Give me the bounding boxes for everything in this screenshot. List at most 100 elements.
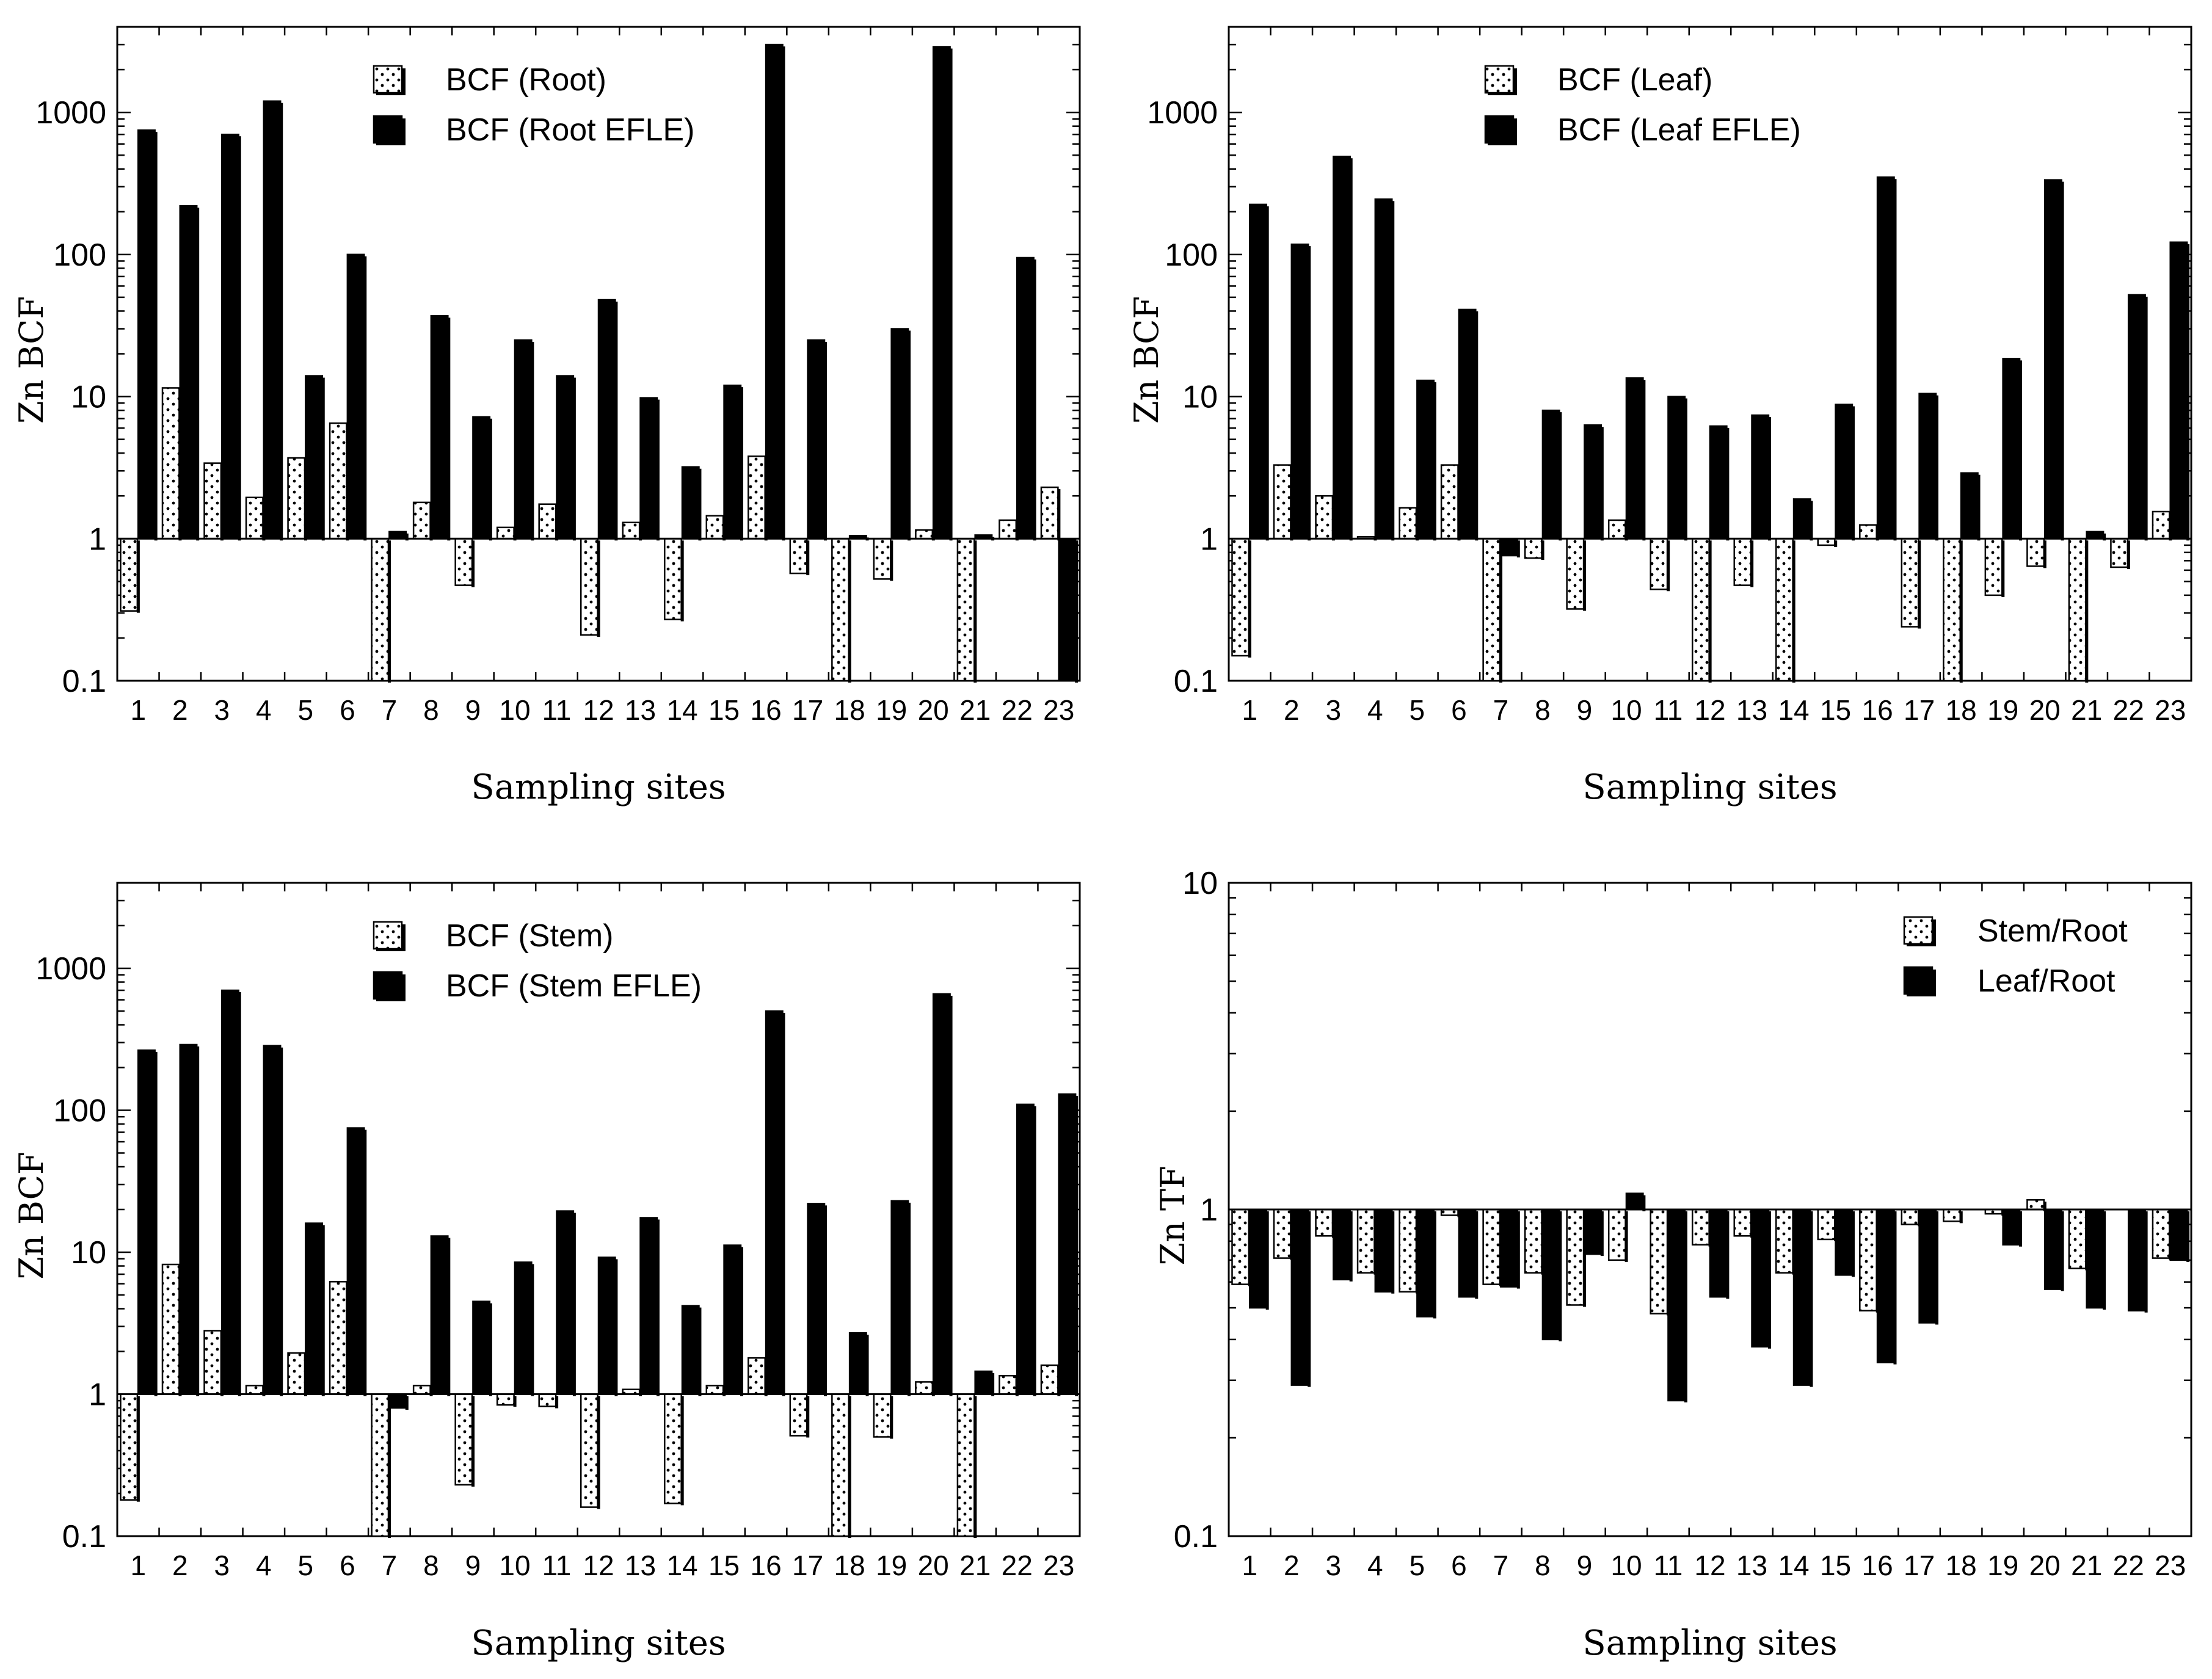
bar-shadow <box>2043 1202 2046 1211</box>
bar-shadow <box>388 540 391 683</box>
bar-shadow <box>1349 1211 1353 1282</box>
bar-series1-site-1 <box>120 1393 139 1501</box>
x-tick-label: 10 <box>1610 1550 1642 1581</box>
bar-series1-site-23 <box>2152 510 2170 540</box>
bar-shadow <box>196 1046 200 1396</box>
x-tick-label: 23 <box>2155 1550 2186 1581</box>
x-tick-label: 1 <box>130 1550 146 1581</box>
bar-series1-site-17 <box>789 1393 808 1437</box>
bar-shadow <box>447 1238 451 1396</box>
x-tick-label: 20 <box>2029 1550 2061 1581</box>
bar-shadow <box>321 377 325 541</box>
bar-series2-site-21 <box>2086 1208 2105 1309</box>
x-tick-label: 7 <box>1493 694 1509 726</box>
bar-shadow <box>597 1396 600 1509</box>
bar-series1-site-7 <box>371 1393 390 1537</box>
bar-shadow <box>1308 1211 1311 1387</box>
bar-series2-site-1 <box>137 1049 156 1395</box>
bar-series2-site-19 <box>890 1200 909 1395</box>
legend-swatch <box>1903 966 1934 995</box>
x-tick-label: 15 <box>1820 1550 1851 1581</box>
bar-series1-site-19 <box>1984 538 2003 597</box>
x-tick-label: 19 <box>1987 694 2018 726</box>
x-tick-label: 17 <box>792 1550 823 1581</box>
bar-shadow <box>824 1205 828 1396</box>
bar-series2-site-9 <box>1584 424 1603 540</box>
y-tick-label: 100 <box>53 238 106 273</box>
bar-series2-site-3 <box>221 133 239 540</box>
bar-shadow <box>1475 311 1479 541</box>
bar-series1-site-18 <box>1943 538 1962 682</box>
legend-label: BCF (Stem) <box>446 918 613 954</box>
bar-series2-site-13 <box>1751 1208 1770 1348</box>
bar-shadow <box>572 377 576 541</box>
bar-shadow <box>1265 206 1269 541</box>
x-tick-label: 11 <box>1654 1550 1683 1581</box>
bar-series1-site-8 <box>412 501 431 540</box>
bar-series2-site-4 <box>263 100 282 540</box>
bar-series1-site-2 <box>161 1263 180 1395</box>
bar-series1-site-10 <box>1607 1208 1626 1261</box>
x-tick-label: 15 <box>708 1550 740 1581</box>
bar-series1-site-22 <box>999 519 1017 540</box>
bar-series2-site-22 <box>2127 1208 2146 1311</box>
bar-series1-site-20 <box>2026 1199 2045 1211</box>
x-tick-label: 12 <box>583 1550 614 1581</box>
bar-shadow <box>2019 1211 2023 1247</box>
bar-series2-site-15 <box>723 1244 742 1395</box>
bar-series2-site-14 <box>1792 498 1811 540</box>
bar-shadow <box>656 399 660 541</box>
bar-series1-site-14 <box>1775 538 1794 682</box>
x-tick-label: 23 <box>1043 1550 1074 1581</box>
bar-shadow <box>1792 540 1795 683</box>
bar-series1-site-23 <box>1040 486 1059 540</box>
bar-shadow <box>447 317 451 541</box>
x-tick-label: 13 <box>625 694 656 726</box>
bar-shadow <box>1057 489 1061 541</box>
bar-series2-site-21 <box>974 1370 993 1395</box>
bar-series1-site-21 <box>2068 538 2087 682</box>
x-tick-label: 11 <box>542 1550 572 1581</box>
bar-shadow <box>2144 296 2148 541</box>
bar-series1-site-13 <box>622 521 641 540</box>
y-tick-label: 10 <box>71 380 106 415</box>
bar-shadow <box>1033 1106 1036 1396</box>
bar-shadow <box>238 136 241 541</box>
bar-series1-site-7 <box>1482 538 1501 682</box>
bar-shadow <box>1349 158 1353 541</box>
x-tick-label: 9 <box>465 694 481 726</box>
x-tick-label: 22 <box>1002 1550 1033 1581</box>
bar-series2-site-23 <box>1058 538 1077 682</box>
bar-series1-site-12 <box>1691 538 1710 682</box>
bar-series2-site-11 <box>556 1210 575 1395</box>
bar-shadow <box>782 1012 785 1396</box>
y-tick-label: 0.1 <box>1174 664 1218 699</box>
bar-shadow <box>1075 540 1079 683</box>
bar-series1-site-20 <box>915 529 934 540</box>
x-tick-label: 12 <box>583 694 614 726</box>
x-tick-label: 21 <box>2071 694 2102 726</box>
bar-shadow <box>1559 412 1562 541</box>
bar-shadow <box>1810 1211 1813 1387</box>
bar-shadow <box>136 1396 140 1502</box>
bar-series2-site-16 <box>1876 176 1895 540</box>
y-tick-label: 10 <box>1182 866 1218 901</box>
x-tick-label: 5 <box>298 1550 314 1581</box>
bar-series2-site-11 <box>1667 396 1686 540</box>
x-tick-label: 9 <box>1577 694 1593 726</box>
bar-series2-site-16 <box>765 43 784 540</box>
bar-series2-site-23 <box>2169 241 2188 540</box>
bar-series1-site-11 <box>538 1393 557 1407</box>
legend-label: BCF (Stem EFLE) <box>446 968 702 1004</box>
x-tick-label: 7 <box>382 694 398 726</box>
bar-shadow <box>2144 1211 2148 1313</box>
x-tick-label: 13 <box>1736 1550 1767 1581</box>
x-tick-label: 5 <box>298 694 314 726</box>
bar-series2-site-23 <box>1058 1093 1077 1395</box>
bar-series2-site-9 <box>472 1300 491 1395</box>
bar-series1-site-5 <box>1399 1208 1417 1293</box>
